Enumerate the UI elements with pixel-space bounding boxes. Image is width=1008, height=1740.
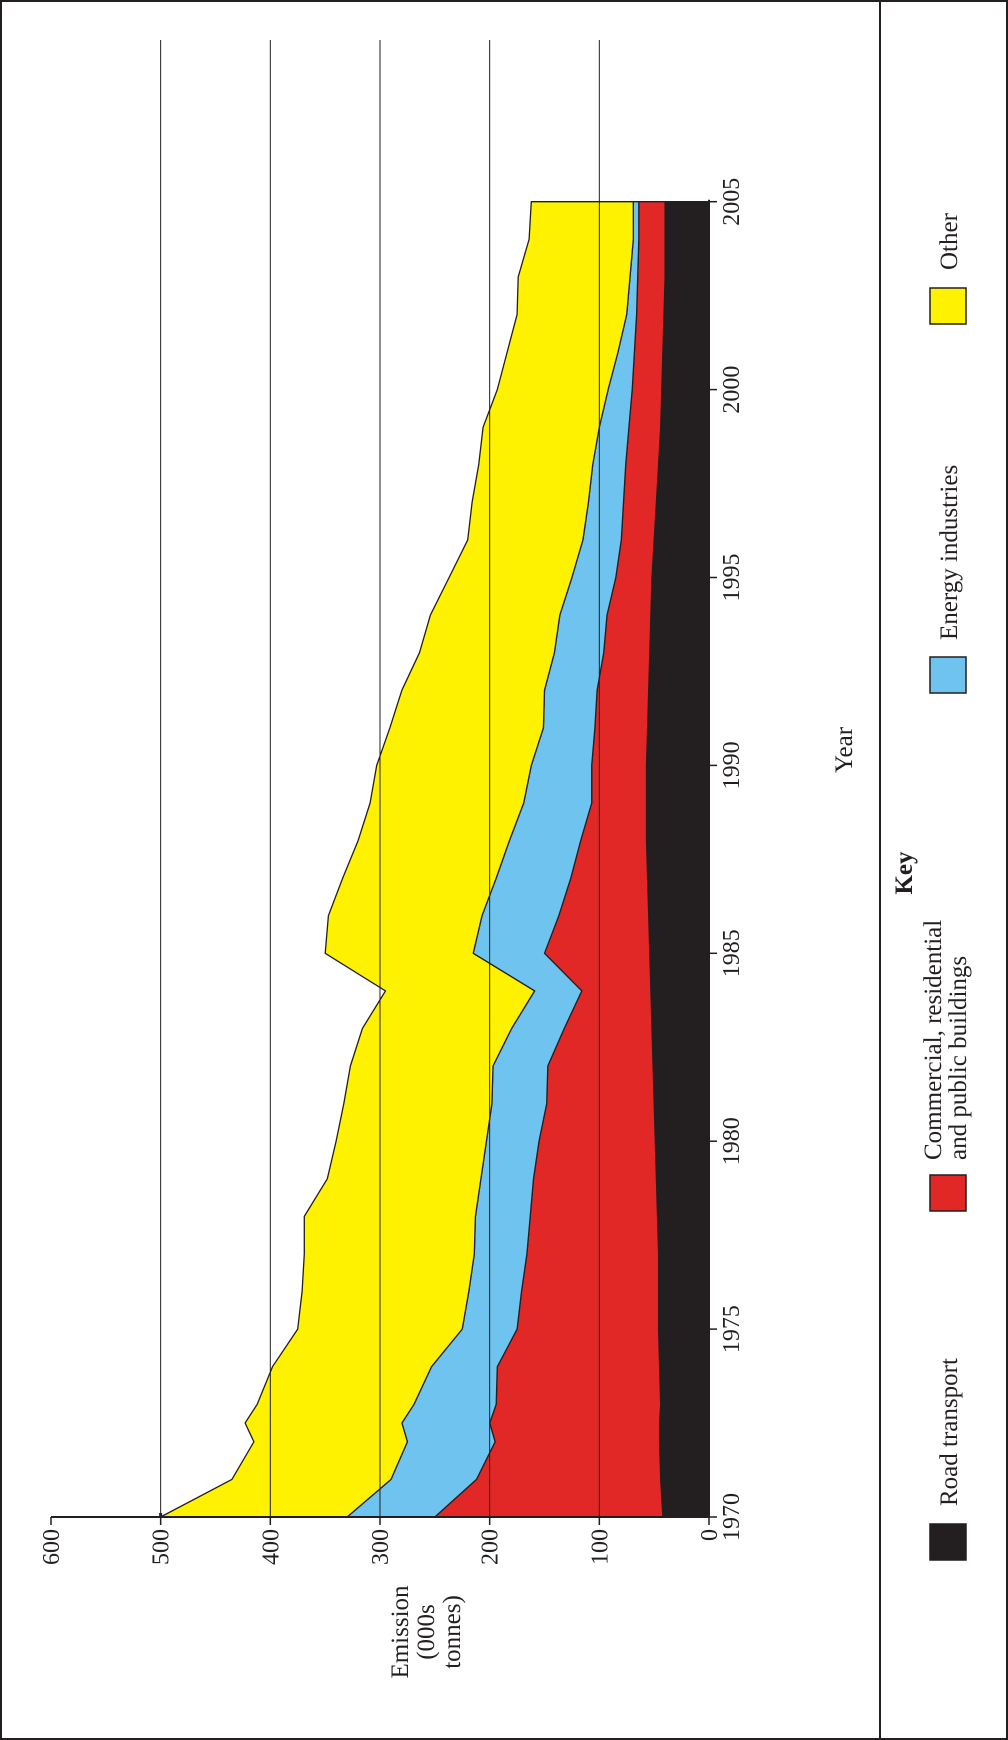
x-tick-label-1980: 1980	[719, 1117, 745, 1165]
legend-label-commercial-line-1: Commercial, residential	[920, 920, 947, 1160]
y-tick-label-0: 0	[697, 1529, 723, 1541]
x-tick-labels: 1970 1975 1980 1985 1990 1995 2000 2005	[709, 178, 745, 1541]
y-tick-label-200: 200	[478, 1529, 504, 1565]
y-axis-title-line-3: tonnes)	[439, 1595, 466, 1669]
legend-swatch-road-transport	[929, 1523, 967, 1561]
y-tick-label-600: 600	[39, 1529, 65, 1565]
y-tick-label-500: 500	[149, 1529, 175, 1565]
y-tick-label-100: 100	[587, 1529, 613, 1565]
legend-title: Key	[891, 851, 918, 895]
y-axis-title-line-1: Emission	[387, 1585, 414, 1679]
x-tick-label-2000: 2000	[719, 366, 745, 414]
y-tick-labels: 0 100 200 300 400 500 600	[39, 1517, 723, 1565]
x-tick-label-1985: 1985	[719, 929, 745, 977]
x-tick-label-2005: 2005	[719, 178, 745, 226]
x-tick-label-1995: 1995	[719, 554, 745, 602]
area-other	[159, 201, 634, 1518]
x-tick-label-1975: 1975	[719, 1305, 745, 1353]
stacked-areas	[159, 201, 710, 1518]
x-tick-label-1990: 1990	[719, 741, 745, 789]
legend-swatch-energy	[929, 656, 967, 694]
gridlines	[160, 40, 600, 1517]
legend-label-energy: Energy industries	[936, 465, 963, 640]
y-tick-label-300: 300	[368, 1529, 394, 1565]
legend-label-commercial-line-2: and public buildings	[945, 956, 972, 1160]
legend-label-road-transport: Road transport	[936, 1358, 963, 1506]
x-axis-title: Year	[831, 726, 858, 773]
legend-swatch-commercial	[929, 1174, 967, 1212]
x-tick-label-1970: 1970	[719, 1493, 745, 1541]
legend-swatch-other	[929, 287, 967, 325]
y-axis-title-line-2: (000s	[413, 1604, 440, 1660]
legend-label-other: Other	[936, 212, 963, 270]
y-tick-label-400: 400	[258, 1529, 284, 1565]
